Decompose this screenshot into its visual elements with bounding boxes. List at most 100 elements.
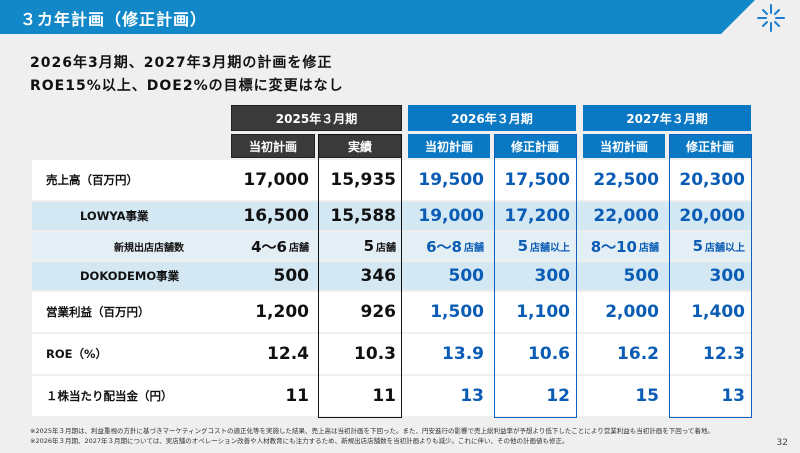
- cell-value: 22,000: [593, 206, 659, 226]
- table-cell: 13.9: [408, 334, 490, 374]
- column-header: 当初計画: [408, 134, 490, 158]
- column-header: 修正計画: [494, 134, 576, 158]
- table-cell: 22,500: [583, 160, 665, 200]
- table-cell: 2,000: [583, 292, 665, 332]
- table-row: [32, 262, 751, 290]
- column-header: 修正計画: [669, 134, 751, 158]
- table-cell: 300: [494, 262, 576, 290]
- title-bar: ３カ年計画（修正計画）: [0, 0, 755, 34]
- table-cell: 300: [669, 262, 751, 290]
- cell-value: 17,500: [504, 170, 570, 190]
- cell-value: 1,400: [691, 302, 745, 322]
- table-cell: 20,300: [669, 160, 751, 200]
- row-label: ROE（%）: [46, 347, 108, 361]
- starburst-logo-icon: [757, 4, 785, 32]
- subtitle-line-1: 2026年3月期、2027年3月期の計画を修正: [30, 55, 333, 71]
- table-cell: 11: [318, 376, 402, 416]
- column-header: 実績: [318, 134, 402, 158]
- page-title: ３カ年計画（修正計画）: [20, 10, 208, 29]
- cell-value: 11: [372, 386, 396, 406]
- table-cell: 6～8 店舗: [408, 232, 490, 260]
- table-cell: 17,500: [494, 160, 576, 200]
- row-label: LOWYA事業: [80, 209, 149, 223]
- table-cell: 1,500: [408, 292, 490, 332]
- table-cell: 1,200: [231, 292, 315, 332]
- cell-value: 10.6: [528, 344, 570, 364]
- cell-value: 12.4: [267, 344, 309, 364]
- cell-value: 5: [692, 237, 703, 255]
- cell-unit: 店舗: [376, 242, 396, 254]
- cell-value: 5: [363, 237, 374, 255]
- table-cell: 5 店舗以上: [494, 232, 576, 260]
- table-cell: 12.3: [669, 334, 751, 374]
- cell-value: 15,588: [330, 206, 396, 226]
- cell-value: 10.3: [354, 344, 396, 364]
- table-row: [32, 376, 751, 416]
- table-cell: 11: [231, 376, 315, 416]
- cell-value: 22,500: [593, 170, 659, 190]
- table-row: [32, 334, 751, 374]
- cell-value: 12: [546, 386, 570, 406]
- cell-value: 16.2: [617, 344, 659, 364]
- period-header: 2027年３月期: [583, 105, 751, 131]
- cell-unit: 店舗: [639, 242, 659, 254]
- row-label: 新規出店店舗数: [114, 242, 184, 254]
- period-header: 2026年３月期: [408, 105, 576, 131]
- table-cell: 15: [583, 376, 665, 416]
- cell-value: 5: [517, 237, 528, 255]
- table-cell: 17,000: [231, 160, 315, 200]
- cell-value: 15,935: [330, 170, 396, 190]
- table-cell: 13: [669, 376, 751, 416]
- table-row: [32, 160, 751, 200]
- table-cell: 17,200: [494, 202, 576, 230]
- table-row: [32, 232, 751, 260]
- footnote-2: ※2026年３月期、2027年３月期については、実店舗のオペレーション改善や人材…: [30, 437, 569, 445]
- table-cell: 346: [318, 262, 402, 290]
- table-cell: 500: [408, 262, 490, 290]
- table-cell: 20,000: [669, 202, 751, 230]
- cell-value: 13: [721, 386, 745, 406]
- table-cell: 5 店舗以上: [669, 232, 751, 260]
- column-header: 当初計画: [231, 134, 315, 158]
- cell-value: 20,000: [679, 206, 745, 226]
- cell-value: 19,000: [418, 206, 484, 226]
- cell-value: 17,200: [504, 206, 570, 226]
- cell-value: 20,300: [679, 170, 745, 190]
- table-cell: 4～6 店舗: [231, 232, 315, 260]
- cell-unit: 店舗以上: [530, 242, 570, 254]
- table-cell: 12.4: [231, 334, 315, 374]
- page-number: 32: [776, 438, 788, 448]
- cell-value: 12.3: [703, 344, 745, 364]
- cell-value: 19,500: [418, 170, 484, 190]
- footnote-1: ※2025年３月期は、利益重視の方針に基づきマーケティングコストの適正化等を実施…: [30, 427, 714, 435]
- cell-unit: 店舗以上: [705, 242, 745, 254]
- table-cell: 16.2: [583, 334, 665, 374]
- table-cell: 10.6: [494, 334, 576, 374]
- column-header: 当初計画: [583, 134, 665, 158]
- table-cell: 926: [318, 292, 402, 332]
- table-cell: 16,500: [231, 202, 315, 230]
- cell-value: 1,200: [255, 302, 309, 322]
- cell-value: 16,500: [243, 206, 309, 226]
- row-label: DOKODEMO事業: [80, 269, 180, 283]
- table-cell: 12: [494, 376, 576, 416]
- cell-value: 500: [448, 266, 485, 286]
- cell-value: 1,500: [430, 302, 484, 322]
- table-cell: 500: [231, 262, 315, 290]
- table-cell: 1,400: [669, 292, 751, 332]
- cell-value: 13: [460, 386, 484, 406]
- table-cell: 500: [583, 262, 665, 290]
- table-row: [32, 292, 751, 332]
- row-label: １株当たり配当金（円）: [46, 389, 173, 403]
- row-label: 営業利益（百万円）: [46, 305, 150, 319]
- table-cell: 8～10 店舗: [583, 232, 665, 260]
- cell-unit: 店舗: [289, 242, 309, 254]
- table-row: [32, 202, 751, 230]
- cell-value: 500: [623, 266, 660, 286]
- cell-value: 17,000: [243, 170, 309, 190]
- cell-value: 1,100: [516, 302, 570, 322]
- table-cell: 10.3: [318, 334, 402, 374]
- cell-value: 6～8: [426, 237, 462, 256]
- table-cell: 15,588: [318, 202, 402, 230]
- cell-value: 15: [635, 386, 659, 406]
